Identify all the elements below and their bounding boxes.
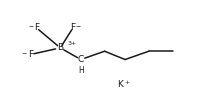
Text: 3+: 3+ [68,41,77,46]
Text: H: H [78,66,84,75]
Text: B: B [57,43,63,52]
Text: −: − [22,50,27,55]
Text: F: F [34,23,39,32]
Text: −: − [76,23,81,28]
Text: K: K [118,80,123,89]
Text: −: − [28,23,33,28]
Text: F: F [28,50,33,59]
Text: F: F [70,23,75,32]
Text: +: + [124,80,130,85]
Text: C: C [78,55,84,64]
